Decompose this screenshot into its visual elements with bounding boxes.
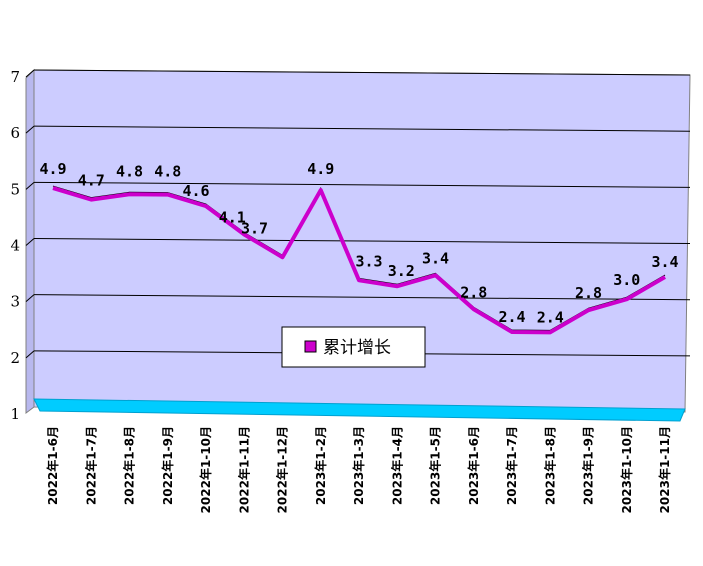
gridline bbox=[33, 181, 691, 188]
gridline bbox=[33, 238, 691, 245]
data-label: 2.8 bbox=[460, 283, 487, 301]
x-tick-label: 2023年1-5月 bbox=[428, 426, 443, 505]
x-tick-label: 2023年1-9月 bbox=[581, 426, 596, 505]
gridline-side bbox=[25, 69, 35, 78]
data-label: 3.0 bbox=[613, 271, 640, 289]
x-tick-label: 2023年1-2月 bbox=[313, 426, 328, 505]
y-tick-label: 7 bbox=[10, 68, 20, 86]
data-label: 2.4 bbox=[498, 308, 525, 326]
gridline bbox=[33, 294, 691, 301]
data-label: 4.7 bbox=[78, 172, 105, 190]
y-tick-label: 4 bbox=[10, 237, 20, 255]
gridline bbox=[33, 69, 691, 76]
data-label: 3.4 bbox=[422, 249, 449, 267]
data-label: 4.1 bbox=[219, 208, 246, 226]
data-label: 3.4 bbox=[651, 253, 678, 271]
x-tick-label: 2023年1-10月 bbox=[619, 426, 634, 513]
gridline-side bbox=[25, 238, 35, 246]
x-tick-label: 2023年1-4月 bbox=[389, 426, 404, 505]
y-tick-label: 2 bbox=[10, 349, 20, 367]
legend-label: 累计增长 bbox=[323, 338, 391, 358]
y-axis-ticks: 1 2 3 4 5 6 7 bbox=[10, 68, 20, 423]
gridline-side bbox=[25, 125, 35, 134]
data-label: 3.2 bbox=[388, 262, 415, 280]
data-label: 3.7 bbox=[241, 219, 268, 237]
x-tick-label: 2022年1-12月 bbox=[275, 426, 290, 513]
x-tick-label: 2022年1-8月 bbox=[122, 426, 137, 505]
x-tick-label: 2022年1-10月 bbox=[198, 426, 213, 513]
data-label: 4.6 bbox=[182, 182, 209, 200]
x-tick-label: 2023年1-7月 bbox=[504, 426, 519, 505]
legend-swatch bbox=[304, 340, 317, 353]
data-label: 3.3 bbox=[355, 252, 382, 270]
data-labels: 4.94.74.8 4.84.64.13.74.93.33.23.42.82.4 2… bbox=[39, 160, 678, 326]
legend: 累计增长 bbox=[281, 326, 426, 368]
series-line bbox=[52, 186, 667, 335]
data-label: 4.9 bbox=[307, 160, 334, 178]
gridlines bbox=[25, 69, 691, 359]
x-tick-label: 2023年1-8月 bbox=[542, 426, 557, 505]
data-label: 4.8 bbox=[116, 162, 143, 180]
y-tick-label: 1 bbox=[10, 405, 20, 423]
x-tick-label: 2023年1-6月 bbox=[466, 426, 481, 505]
x-tick-label: 2022年1-9月 bbox=[160, 426, 175, 505]
x-axis-labels: 2022年1-6月 2022年1-7月 2022年1-8月 2022年1-9月 2022… bbox=[45, 426, 672, 513]
y-tick-label: 3 bbox=[10, 293, 20, 311]
x-tick-label: 2023年1-11月 bbox=[657, 426, 672, 513]
y-tick-label: 5 bbox=[10, 180, 20, 198]
x-tick-label: 2022年1-11月 bbox=[236, 426, 251, 513]
data-label: 4.8 bbox=[154, 163, 181, 181]
gridline bbox=[33, 125, 691, 132]
gridline-side bbox=[25, 294, 35, 303]
data-label: 2.4 bbox=[537, 308, 564, 326]
x-tick-label: 2022年1-7月 bbox=[83, 426, 98, 505]
data-label: 2.8 bbox=[575, 284, 602, 302]
gridline-side bbox=[25, 350, 35, 359]
series-lines bbox=[52, 185, 667, 335]
gridline-side bbox=[25, 181, 35, 190]
x-tick-label: 2023年1-3月 bbox=[351, 426, 366, 505]
y-tick-label: 6 bbox=[10, 124, 20, 142]
plot-floor bbox=[33, 398, 686, 422]
data-label: 4.9 bbox=[39, 160, 66, 178]
x-tick-label: 2022年1-6月 bbox=[45, 426, 60, 505]
